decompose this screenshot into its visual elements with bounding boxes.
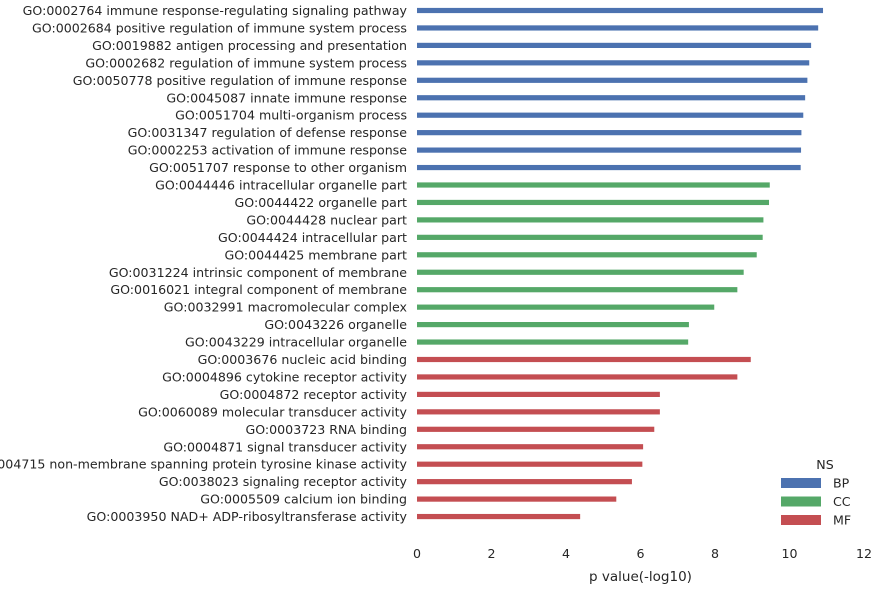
category-label-go-0016021: GO:0016021 integral component of membran… <box>110 282 407 297</box>
bar-go-0043229 <box>417 339 689 345</box>
bar-go-0038023 <box>417 479 632 485</box>
category-label-go-0044422: GO:0044422 organelle part <box>235 195 408 210</box>
category-label-go-0004871: GO:0004871 signal transducer activity <box>163 439 407 454</box>
bar-go-0050778 <box>417 77 808 83</box>
x-axis-ticks: 0 2 4 6 8 10 12 <box>413 546 872 561</box>
legend-label-bp: BP <box>833 476 850 491</box>
bar-go-0002682 <box>417 60 810 66</box>
category-label-go-0043229: GO:0043229 intracellular organelle <box>185 335 407 350</box>
category-label-go-0002764: GO:0002764 immune response-regulating si… <box>23 3 408 18</box>
bar-go-0002253 <box>417 147 802 153</box>
bar-go-0019882 <box>417 42 812 48</box>
legend-title: NS <box>816 457 833 472</box>
bar-go-0004871 <box>417 444 644 450</box>
bar-go-0051704 <box>417 112 804 118</box>
bar-go-0003676 <box>417 356 751 363</box>
bar-go-0032991 <box>417 304 715 310</box>
bar-go-0004896 <box>417 374 738 380</box>
legend-label-mf: MF <box>833 513 851 528</box>
category-label-go-0031224: GO:0031224 intrinsic component of membra… <box>109 265 407 280</box>
x-tick-label-6: 6 <box>636 546 644 561</box>
bar-go-0003723 <box>417 426 655 432</box>
x-tick-label-2: 2 <box>487 546 495 561</box>
bar-go-0002764 <box>417 7 824 14</box>
category-label-go-0031347: GO:0031347 regulation of defense respons… <box>128 125 408 140</box>
category-labels: GO:0002764 immune response-regulating si… <box>0 3 408 524</box>
bar-go-0060089 <box>417 409 660 415</box>
category-label-go-0043226: GO:0043226 organelle <box>264 317 407 332</box>
bar-go-0016021 <box>417 287 738 293</box>
category-label-go-0044424: GO:0044424 intracellular part <box>218 230 407 245</box>
category-label-go-0003950: GO:0003950 NAD+ ADP-ribosyltransferase a… <box>87 509 408 524</box>
category-label-go-0038023: GO:0038023 signaling receptor activity <box>159 474 408 489</box>
category-label-go-0044425: GO:0044425 membrane part <box>224 247 407 262</box>
category-label-go-0002253: GO:0002253 activation of immune response <box>128 143 408 158</box>
x-axis-title: p value(-log10) <box>589 569 692 585</box>
category-label-go-0044446: GO:0044446 intracellular organelle part <box>155 178 407 193</box>
category-label-go-0050778: GO:0050778 positive regulation of immune… <box>73 73 407 88</box>
bar-go-0031347 <box>417 130 802 136</box>
legend-swatch-cc <box>781 496 821 507</box>
category-label-go-0045087: GO:0045087 innate immune response <box>166 90 407 105</box>
category-label-go-0032991: GO:0032991 macromolecular complex <box>164 300 408 315</box>
bar-go-0044428 <box>417 217 764 223</box>
bar-go-0044422 <box>417 199 770 206</box>
bars-layer <box>417 7 824 520</box>
legend-swatch-mf <box>781 515 821 525</box>
category-label-go-0005509: GO:0005509 calcium ion binding <box>200 492 407 507</box>
category-label-go-0004872: GO:0004872 receptor activity <box>220 387 408 402</box>
category-label-go-0051704: GO:0051704 multi-organism process <box>175 108 407 123</box>
legend-swatch-bp <box>781 478 821 488</box>
bar-go-0044424 <box>417 234 763 240</box>
bar-go-0043226 <box>417 322 689 328</box>
bar-go-0045087 <box>417 95 806 101</box>
bar-go-0044446 <box>417 182 770 188</box>
category-label-go-0004896: GO:0004896 cytokine receptor activity <box>162 369 407 384</box>
bar-go-0005509 <box>417 496 617 502</box>
bar-go-0044425 <box>417 252 757 258</box>
legend-label-cc: CC <box>833 494 851 509</box>
x-tick-label-12: 12 <box>856 546 872 561</box>
bar-go-0004872 <box>417 391 660 397</box>
bar-go-0004715 <box>417 461 643 467</box>
bar-go-0031224 <box>417 269 744 275</box>
category-label-go-0004715: GO:0004715 non-membrane spanning protein… <box>0 457 408 472</box>
category-label-go-0044428: GO:0044428 nuclear part <box>246 212 407 227</box>
category-label-go-0060089: GO:0060089 molecular transducer activity <box>138 404 407 419</box>
x-tick-label-4: 4 <box>562 546 570 561</box>
category-label-go-0019882: GO:0019882 antigen processing and presen… <box>92 38 407 53</box>
x-tick-label-0: 0 <box>413 546 421 561</box>
category-label-go-0002684: GO:0002684 positive regulation of immune… <box>32 20 407 35</box>
category-label-go-0003723: GO:0003723 RNA binding <box>245 422 407 437</box>
bar-go-0051707 <box>417 164 801 171</box>
category-label-go-0051707: GO:0051707 response to other organism <box>149 160 407 175</box>
x-tick-label-10: 10 <box>781 546 797 561</box>
category-label-go-0003676: GO:0003676 nucleic acid binding <box>198 352 407 367</box>
bar-go-0003950 <box>417 513 581 520</box>
x-tick-label-8: 8 <box>711 546 719 561</box>
category-label-go-0002682: GO:0002682 regulation of immune system p… <box>85 55 407 70</box>
bar-go-0002684 <box>417 25 819 31</box>
